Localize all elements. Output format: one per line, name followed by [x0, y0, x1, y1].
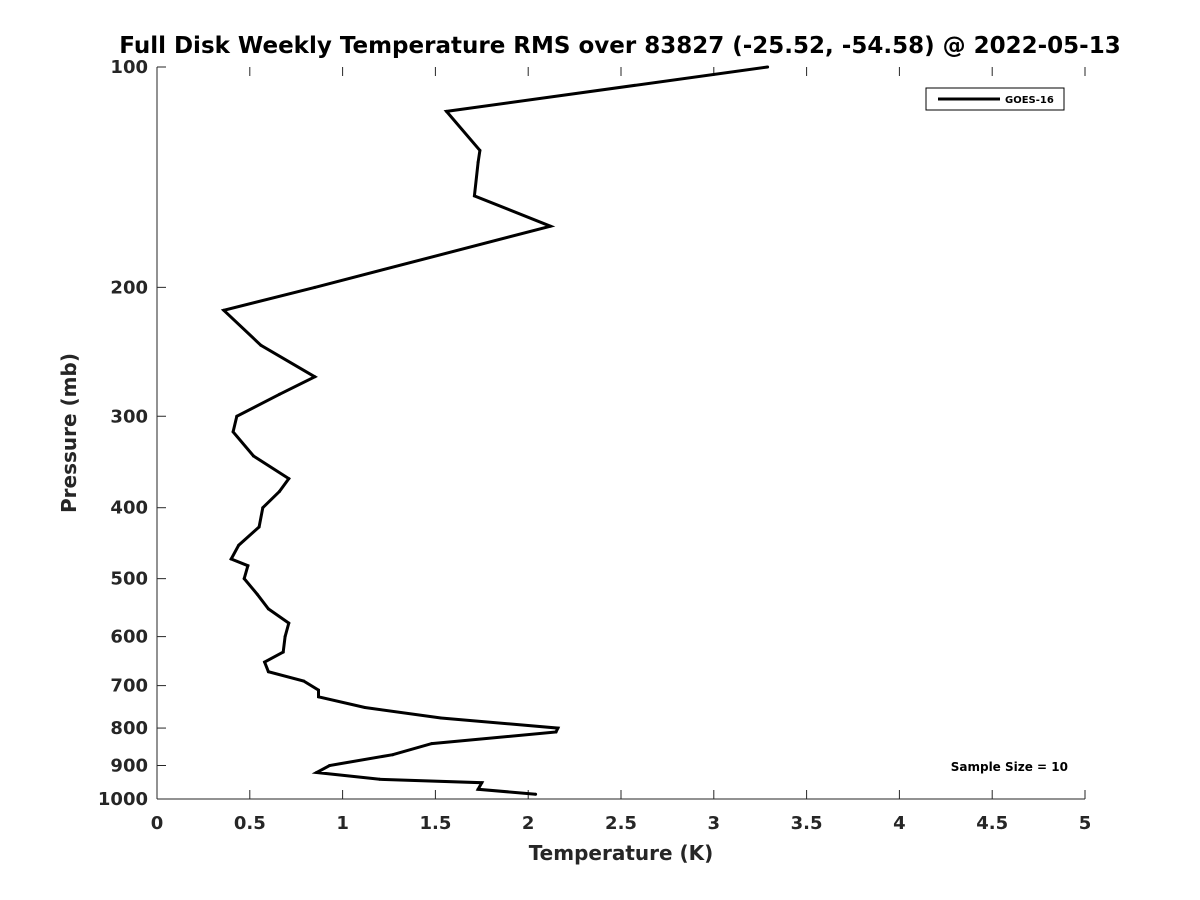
data-point: [231, 430, 235, 434]
data-point: [317, 695, 320, 699]
series-line-goes16: [220, 65, 768, 796]
x-tick-label: 5: [1079, 813, 1092, 834]
x-tick-label: 3.5: [791, 813, 823, 834]
data-point: [315, 771, 319, 774]
data-point: [478, 148, 482, 152]
chart-title: Full Disk Weekly Temperature RMS over 83…: [119, 33, 1121, 59]
data-point: [549, 224, 552, 228]
y-tick-label: 1000: [98, 789, 148, 810]
data-point: [313, 375, 317, 379]
data-point: [235, 414, 239, 418]
y-tick-label: 400: [110, 498, 148, 519]
data-point: [534, 792, 538, 796]
data-point: [283, 635, 287, 639]
y-tick-label: 500: [110, 569, 148, 590]
y-tick-label: 900: [110, 756, 148, 777]
data-point: [363, 706, 367, 709]
data-point: [281, 650, 285, 654]
legend: GOES-16: [925, 87, 1065, 111]
y-axis-label: Pressure (mb): [57, 353, 81, 513]
data-point: [229, 557, 233, 561]
data-point: [445, 109, 448, 113]
x-tick-label: 0: [151, 813, 164, 834]
x-tick-label: 2: [522, 813, 535, 834]
data-point: [242, 577, 246, 581]
data-point: [430, 742, 434, 746]
legend-label-goes16: GOES-16: [1005, 95, 1054, 106]
data-point: [237, 543, 241, 547]
y-tick-label: 600: [110, 627, 148, 648]
x-tick-label: 0.5: [234, 813, 266, 834]
data-point: [439, 716, 443, 720]
data-point: [472, 194, 476, 198]
y-tick-label: 100: [110, 57, 148, 78]
data-point: [259, 343, 263, 347]
y-tick-label: 300: [110, 406, 148, 427]
data-point: [263, 660, 267, 664]
y-axis-ticks: 100 200 300 400 500 600 700 800 900 1000: [98, 57, 166, 810]
data-point: [246, 564, 250, 568]
data-point: [313, 285, 317, 289]
sample-size-annotation: Sample Size = 10: [951, 760, 1068, 774]
x-tick-label: 2.5: [605, 813, 637, 834]
data-point: [554, 730, 558, 734]
x-axis-label: Temperature (K): [529, 841, 714, 865]
data-point: [287, 621, 291, 625]
x-tick-label: 4.5: [976, 813, 1008, 834]
data-point: [278, 489, 281, 493]
data-point: [476, 160, 480, 164]
data-point: [302, 679, 306, 683]
data-point: [278, 392, 281, 396]
data-point: [261, 506, 265, 510]
x-tick-label: 3: [708, 813, 721, 834]
series-layer: [220, 65, 770, 796]
data-point: [266, 670, 270, 674]
data-point: [255, 592, 259, 596]
data-point: [328, 764, 332, 767]
x-tick-label: 1.5: [419, 813, 451, 834]
x-axis-ticks: 0 0.5 1 1.5 2 2.5 3 3.5 4 4.5 5: [151, 67, 1092, 834]
data-point: [287, 477, 291, 481]
x-tick-label: 4: [893, 813, 906, 834]
data-point: [252, 454, 255, 458]
data-point: [476, 787, 480, 791]
data-point: [222, 308, 226, 312]
data-point: [257, 525, 261, 529]
data-point: [766, 65, 770, 69]
data-point: [480, 781, 484, 785]
data-point: [266, 607, 270, 611]
data-point: [391, 753, 395, 757]
plot-area: 0 0.5 1 1.5 2 2.5 3 3.5 4 4.5 5 100 200 300 400 500 600…: [98, 57, 1091, 834]
y-tick-label: 800: [110, 718, 148, 739]
x-tick-label: 1: [336, 813, 349, 834]
data-point: [556, 726, 560, 730]
y-tick-label: 200: [110, 277, 148, 298]
data-point: [378, 777, 382, 781]
y-tick-label: 700: [110, 676, 148, 697]
axes-box: [157, 67, 1085, 799]
data-point: [317, 688, 320, 692]
